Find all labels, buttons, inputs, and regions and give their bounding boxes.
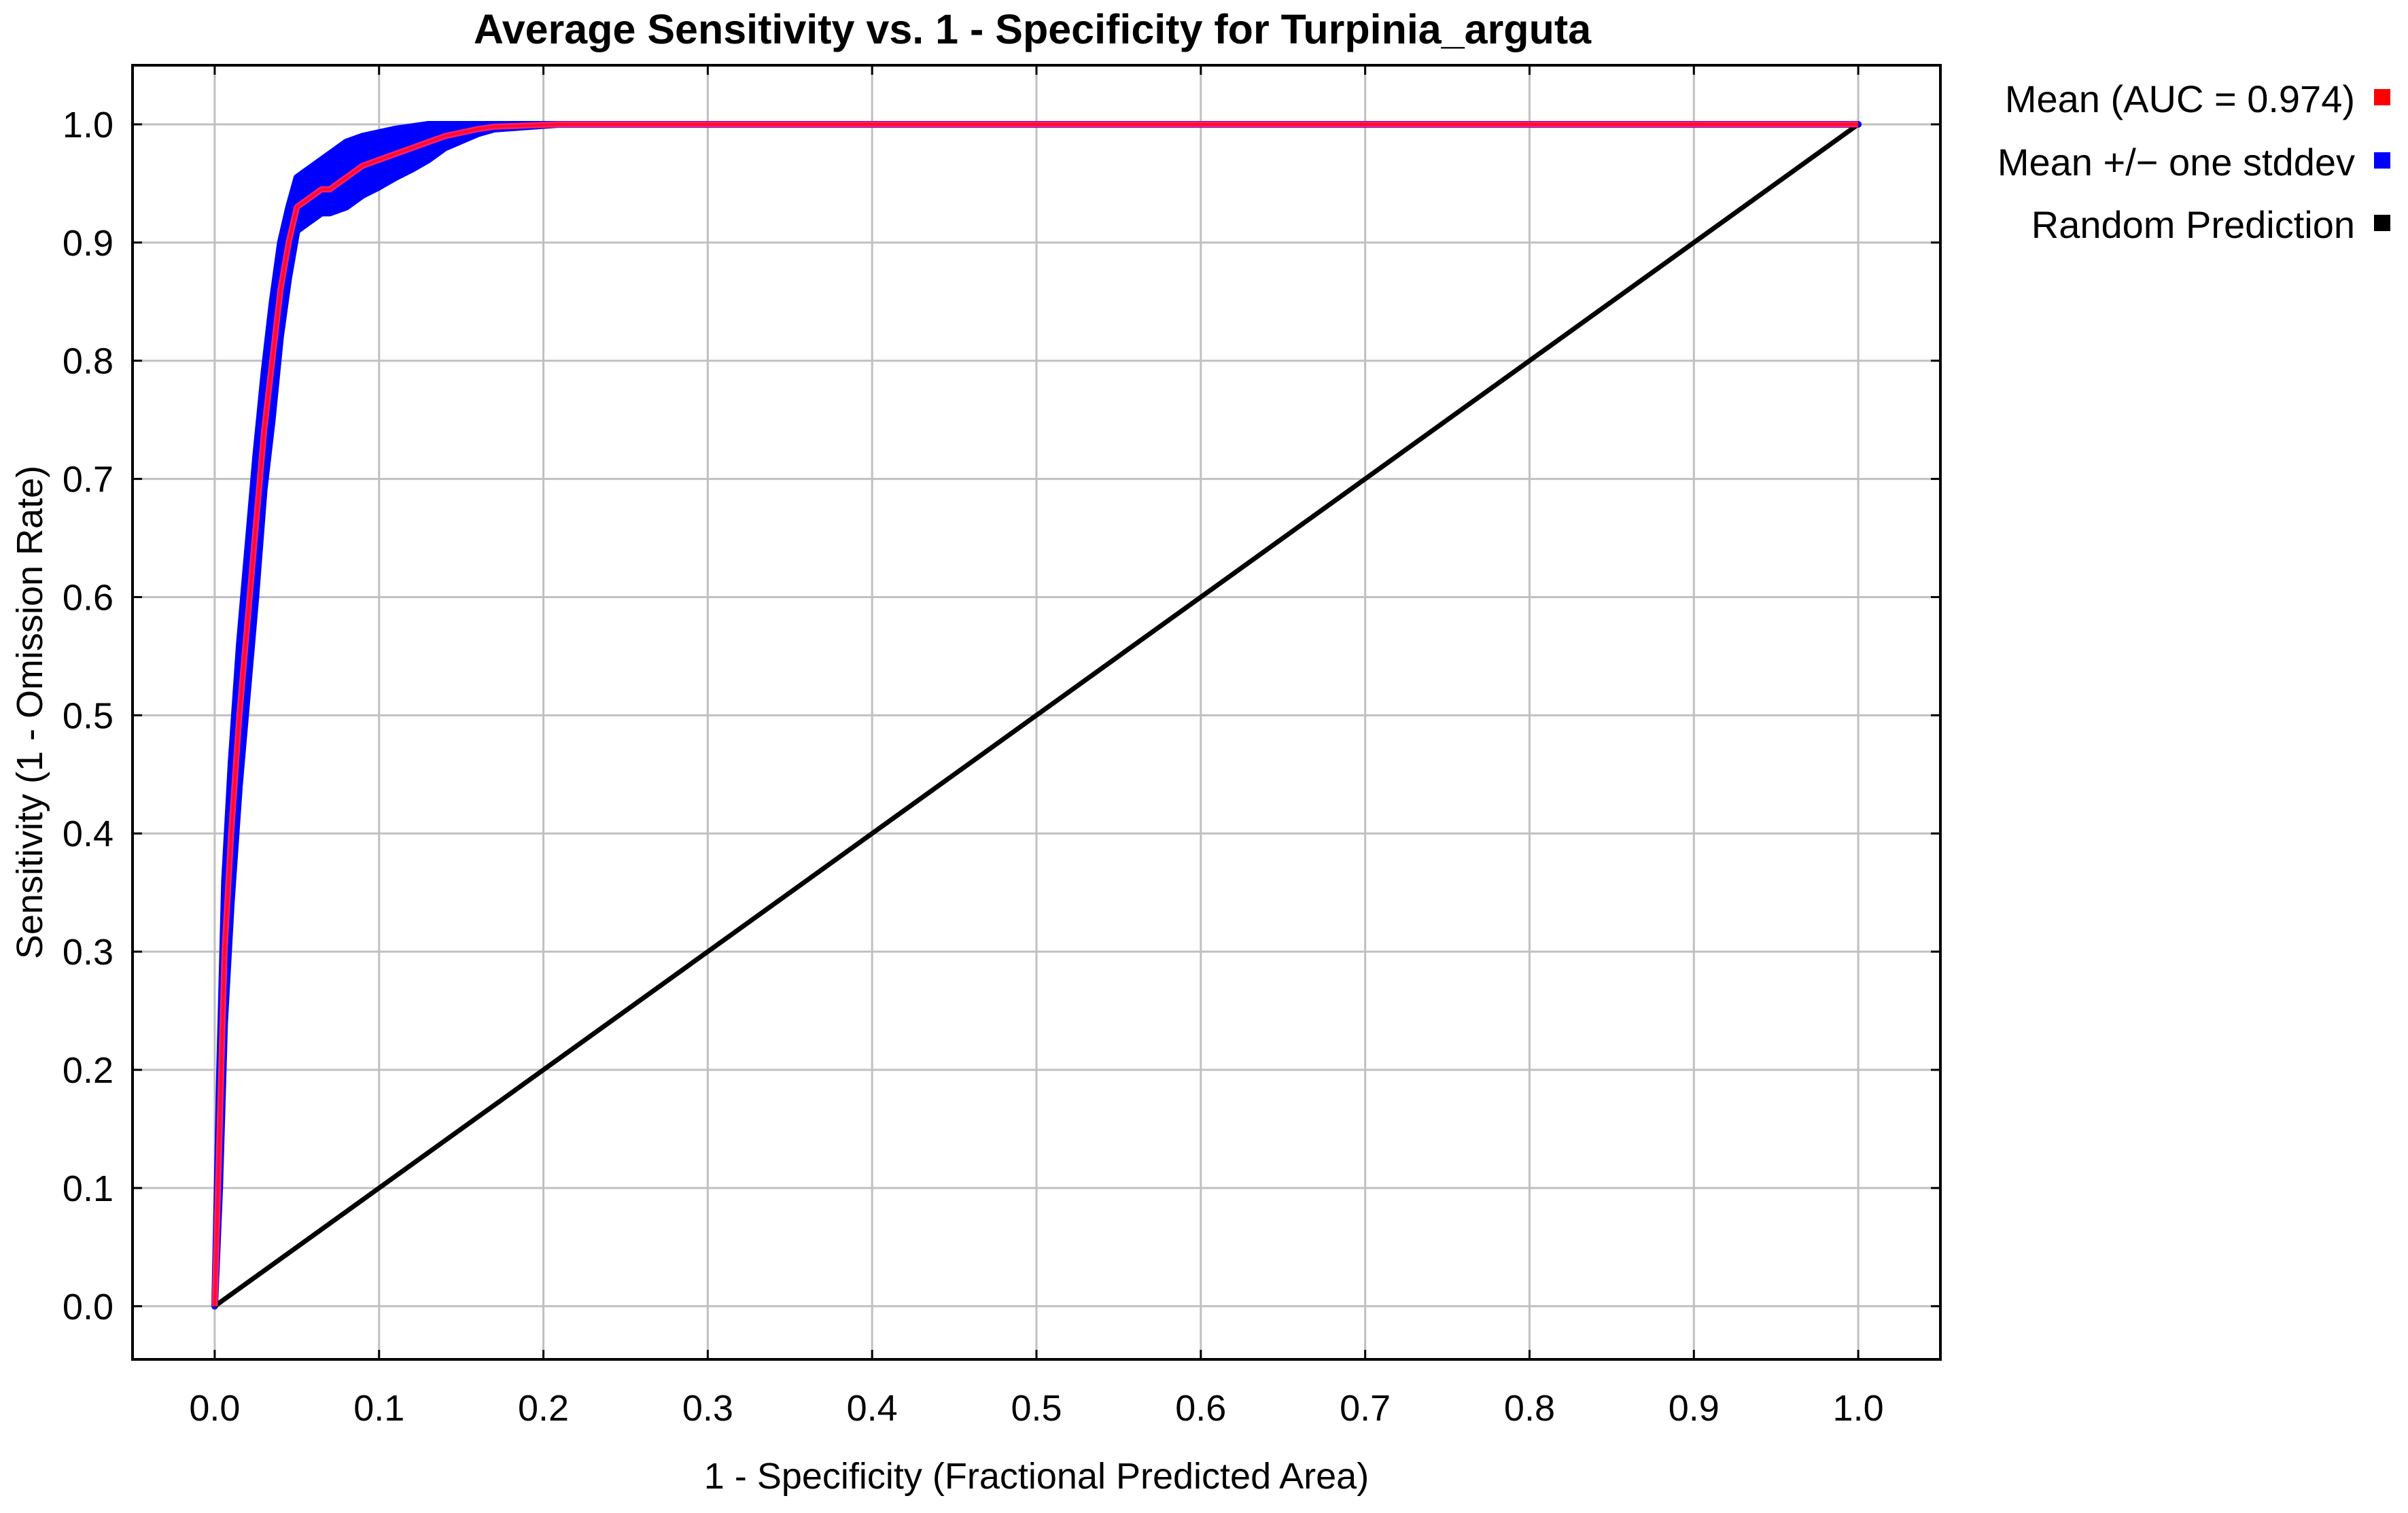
x-tick-label: 0.5 xyxy=(1011,1388,1062,1429)
x-tick-label: 1.0 xyxy=(1833,1388,1884,1429)
y-axis-label: Sensitivity (1 - Omission Rate) xyxy=(10,466,50,959)
y-tick-label: 0.2 xyxy=(63,1050,114,1091)
legend-label: Mean (AUC = 0.974) xyxy=(2005,77,2355,120)
x-tick-label: 0.6 xyxy=(1175,1388,1226,1429)
x-tick-label: 0.0 xyxy=(189,1388,240,1429)
x-tick-label: 0.3 xyxy=(682,1388,733,1429)
y-tick-label: 0.9 xyxy=(63,223,114,264)
x-tick-label: 0.4 xyxy=(847,1388,898,1429)
legend-swatch xyxy=(2374,152,2390,169)
y-tick-label: 0.8 xyxy=(63,341,114,382)
legend-swatch xyxy=(2374,215,2390,231)
x-axis-label: 1 - Specificity (Fractional Predicted Ar… xyxy=(704,1456,1369,1497)
y-tick-label: 0.3 xyxy=(63,932,114,973)
x-tick-label: 0.9 xyxy=(1669,1388,1720,1429)
x-tick-label: 0.2 xyxy=(518,1388,569,1429)
ticks: 0.0 0.1 0.2 0.3 0.4 0.5 0.6 0.7 0.8 0.9 1.0 0.0 0.1 0… xyxy=(63,65,1940,1429)
legend: Mean (AUC = 0.974) Mean +/− one stddev Ran… xyxy=(1997,77,2390,246)
random-prediction-line xyxy=(213,122,1860,1308)
y-tick-label: 0.5 xyxy=(63,695,114,736)
series-lines xyxy=(211,121,1860,1308)
mean-roc-line-core xyxy=(213,122,1859,1306)
chart-title: Average Sensitivity vs. 1 - Specificity … xyxy=(474,6,1592,52)
x-tick-label: 0.7 xyxy=(1340,1388,1391,1429)
y-tick-label: 0.4 xyxy=(63,814,114,854)
legend-label: Mean +/− one stddev xyxy=(1997,141,2355,184)
x-tick-label: 0.1 xyxy=(353,1388,404,1429)
y-tick-label: 0.6 xyxy=(63,577,114,618)
y-tick-label: 0.7 xyxy=(63,459,114,500)
y-tick-label: 0.1 xyxy=(63,1168,114,1209)
y-tick-label: 1.0 xyxy=(63,105,114,145)
x-tick-label: 0.8 xyxy=(1504,1388,1555,1429)
legend-label: Random Prediction xyxy=(2031,203,2355,246)
legend-swatch xyxy=(2374,89,2390,105)
y-tick-label: 0.0 xyxy=(63,1287,114,1327)
